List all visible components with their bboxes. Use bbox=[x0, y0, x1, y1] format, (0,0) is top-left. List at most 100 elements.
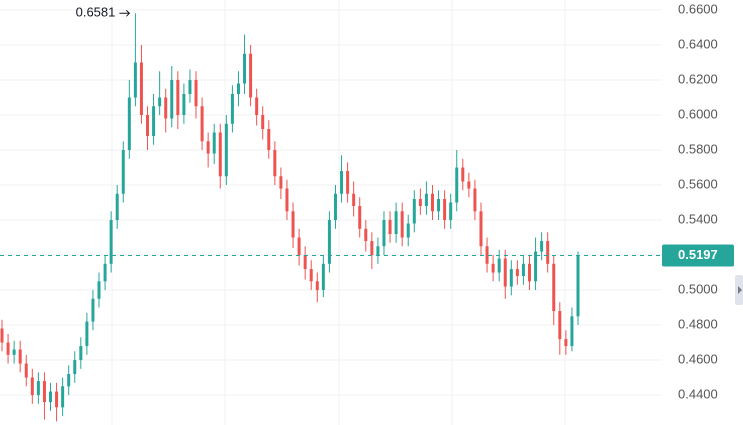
candle-body bbox=[109, 220, 113, 264]
candle-body bbox=[406, 223, 410, 238]
candle-body bbox=[115, 193, 119, 221]
y-tick-label: 0.4600 bbox=[678, 351, 718, 366]
candle-body bbox=[85, 321, 89, 347]
candle-body bbox=[485, 246, 489, 264]
candle-body bbox=[158, 97, 162, 107]
candle-body bbox=[424, 193, 428, 207]
candle-body bbox=[6, 342, 10, 355]
candle-body bbox=[24, 363, 28, 378]
candle-body bbox=[194, 79, 198, 107]
candle-body bbox=[576, 255, 580, 317]
candle-body bbox=[400, 211, 404, 238]
candle-body bbox=[558, 311, 562, 340]
candles bbox=[0, 13, 580, 422]
candle-body bbox=[182, 93, 186, 116]
candle-body bbox=[243, 53, 247, 84]
candle-body bbox=[358, 206, 362, 229]
candle-body bbox=[133, 62, 137, 98]
candle-body bbox=[449, 202, 453, 221]
candle-body bbox=[552, 263, 556, 312]
candle-body bbox=[570, 316, 574, 347]
candle-body bbox=[394, 211, 398, 235]
y-tick-label: 0.4800 bbox=[678, 316, 718, 331]
candle-body bbox=[455, 167, 459, 203]
candle-body bbox=[236, 83, 240, 94]
candle-body bbox=[79, 346, 83, 361]
candle-body bbox=[382, 220, 386, 247]
candle-body bbox=[315, 281, 319, 291]
candle-body bbox=[12, 349, 16, 355]
candle-body bbox=[170, 79, 174, 119]
candle-body bbox=[546, 241, 550, 264]
candle-body bbox=[461, 167, 465, 182]
y-tick-label: 0.5600 bbox=[678, 176, 718, 191]
candle-body bbox=[333, 193, 337, 221]
candle-body bbox=[479, 211, 483, 247]
candle-body bbox=[534, 251, 538, 282]
candle-body bbox=[437, 199, 441, 212]
candle-body bbox=[279, 176, 283, 189]
candle-body bbox=[91, 298, 95, 322]
y-tick-label: 0.6400 bbox=[678, 36, 718, 51]
candle-body bbox=[540, 241, 544, 252]
candle-body bbox=[564, 339, 568, 347]
candle-body bbox=[206, 141, 210, 154]
candle-body bbox=[327, 220, 331, 264]
candle-body bbox=[364, 228, 368, 242]
candle-body bbox=[321, 263, 325, 291]
candle-body bbox=[18, 349, 22, 364]
grid bbox=[0, 0, 662, 425]
candle-body bbox=[370, 241, 374, 256]
candle-body bbox=[473, 188, 477, 212]
overlay: 0.44000.46000.48000.50000.52000.54000.56… bbox=[0, 1, 734, 402]
candle-body bbox=[212, 132, 216, 154]
candle-body bbox=[509, 269, 513, 287]
candle-body bbox=[527, 263, 531, 282]
y-tick-label: 0.6000 bbox=[678, 106, 718, 121]
candle-body bbox=[430, 193, 434, 212]
y-tick-label: 0.6200 bbox=[678, 71, 718, 86]
candle-body bbox=[491, 263, 495, 273]
candle-body bbox=[42, 381, 46, 403]
candle-body bbox=[176, 79, 180, 116]
candle-body bbox=[188, 79, 192, 94]
candle-body bbox=[388, 220, 392, 235]
candle-body bbox=[291, 211, 295, 238]
candle-body bbox=[200, 106, 204, 142]
candle-body bbox=[443, 199, 447, 221]
candle-body bbox=[340, 171, 344, 194]
y-tick-label: 0.4400 bbox=[678, 387, 718, 402]
candle-body bbox=[303, 255, 307, 270]
candle-body bbox=[249, 53, 253, 98]
candle-body bbox=[67, 374, 71, 387]
candle-body bbox=[352, 193, 356, 207]
candle-body bbox=[230, 93, 234, 124]
candle-body bbox=[503, 258, 507, 287]
y-tick-label: 0.6600 bbox=[678, 1, 718, 16]
candle-body bbox=[412, 199, 416, 224]
y-tick-label: 0.5000 bbox=[678, 281, 718, 296]
candle-body bbox=[139, 62, 143, 116]
last-price-label: 0.5197 bbox=[678, 247, 718, 262]
candle-body bbox=[267, 129, 271, 151]
candle-body bbox=[164, 97, 168, 119]
candle-body bbox=[309, 269, 313, 282]
max-arrow bbox=[119, 9, 131, 17]
candle-body bbox=[36, 381, 40, 396]
candle-body bbox=[418, 199, 422, 207]
scroll-tab-arrow bbox=[738, 286, 742, 294]
candle-body bbox=[273, 150, 277, 177]
last-price-box bbox=[662, 244, 734, 267]
candle-body bbox=[467, 181, 471, 189]
candle-body bbox=[515, 269, 519, 277]
candle-body bbox=[224, 123, 228, 177]
candle-body bbox=[497, 258, 501, 273]
candle-body bbox=[261, 115, 265, 130]
candle-body bbox=[146, 115, 150, 137]
candle-body bbox=[346, 171, 350, 194]
candle-body bbox=[285, 188, 289, 212]
candle-body bbox=[121, 150, 125, 194]
candle-body bbox=[61, 386, 65, 408]
